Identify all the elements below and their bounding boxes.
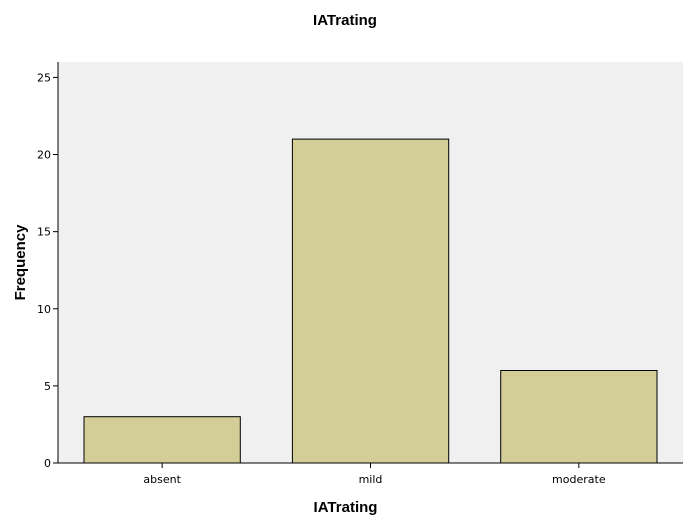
bar-mild <box>291 138 450 464</box>
y-tick-label: 20 <box>37 149 51 162</box>
chart-title: IATrating <box>313 12 377 29</box>
y-tick-label: 0 <box>44 457 51 470</box>
y-tick-label: 25 <box>37 71 51 84</box>
x-tick-label-absent: absent <box>143 473 181 486</box>
y-tick-label: 5 <box>44 380 51 393</box>
y-tick-label: 15 <box>37 226 51 239</box>
bars-group <box>83 138 658 464</box>
x-axis-title: IATrating <box>314 499 378 516</box>
y-axis-title: Frequency <box>12 224 29 301</box>
bar-moderate <box>500 370 658 464</box>
x-tick-label-moderate: moderate <box>552 473 606 486</box>
y-tick-label: 10 <box>37 303 51 316</box>
y-axis: 0 5 10 15 20 25 <box>37 62 59 470</box>
x-tick-label-mild: mild <box>359 473 383 486</box>
bar-absent <box>83 416 241 464</box>
x-axis: absent mild moderate <box>58 462 683 486</box>
